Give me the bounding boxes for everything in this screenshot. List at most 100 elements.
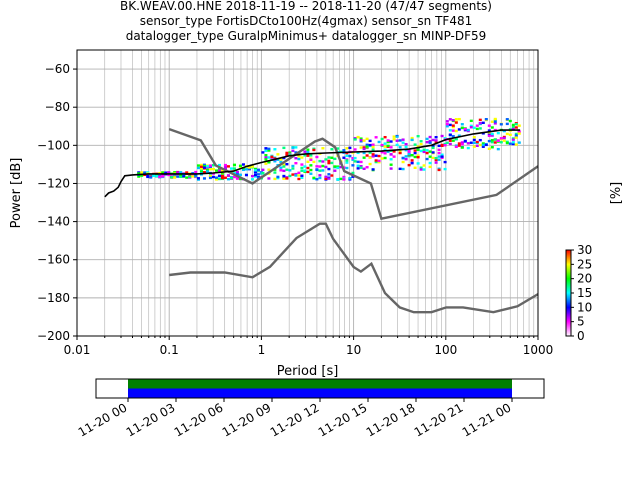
density-cell [324,165,328,169]
density-cell [232,167,236,170]
density-cell [437,148,441,152]
density-cell [404,157,408,161]
density-cell [451,119,455,122]
density-cell [499,137,503,140]
density-cell [300,176,304,179]
density-cell [368,156,372,159]
density-cell [359,165,363,168]
density-cell [365,166,369,169]
density-cell [490,126,494,129]
density-cell [253,167,257,171]
density-cell [196,166,200,170]
density-cell [448,118,452,121]
density-cell [276,158,280,161]
density-cell [380,143,384,147]
density-cell [502,136,506,140]
density-cell [454,137,458,141]
density-cell [253,173,257,177]
density-cell [362,139,366,142]
density-cell [185,176,189,179]
density-cell [351,171,355,175]
density-cell [428,150,432,153]
density-cell [431,138,435,142]
density-cell [312,176,316,180]
density-cell [342,149,346,152]
density-cell [303,150,307,153]
x-axis: 0.01 0.1 1 10 100 1000 [64,336,553,357]
density-cell [294,161,298,165]
density-cell [374,160,378,164]
density-cell [223,167,227,170]
density-cell [182,174,186,178]
coverage-tick-label: 11-20 15 [316,400,370,439]
density-cell [478,121,482,125]
density-cell [386,139,390,142]
density-cell [152,174,156,178]
density-cell [297,157,301,161]
density-cell [351,158,355,161]
density-cell [270,155,274,158]
y-tick-label: −140 [37,215,70,229]
density-cell [250,174,254,178]
density-cell [279,169,283,172]
density-cell [445,141,449,144]
density-cell [170,173,174,177]
density-cell [342,178,346,181]
ppsd-plot: 0.01 0.1 1 10 100 1000 −60 −80 −100 −120 −140 −160… [9,49,553,379]
density-cell [359,146,363,149]
x-tick-label: 10 [346,343,361,357]
density-cell [300,163,304,166]
density-cell [205,170,209,173]
density-cell [434,158,438,162]
density-cell [285,163,289,166]
density-cell [196,178,200,181]
density-cell [250,165,254,168]
density-cell [261,151,265,154]
density-cell [264,158,268,161]
density-cell [285,168,289,171]
x-tick-label: 1 [258,343,266,357]
density-cell [505,140,509,144]
density-cell [404,145,408,149]
density-cell [365,143,369,147]
density-cell [416,156,420,159]
density-cell [460,143,464,146]
density-cell [241,163,245,166]
density-cell [481,121,485,125]
density-cell [478,118,482,122]
density-cell [256,168,260,172]
density-cell [232,163,236,167]
density-cell [208,165,212,169]
density-cell [511,141,515,144]
density-cell [505,118,509,121]
density-cell [238,177,242,181]
density-cell [443,144,447,147]
density-cell [359,138,363,142]
density-cell [294,157,298,160]
density-cell [457,144,461,147]
density-cell [205,165,209,168]
density-cell [158,175,162,179]
density-cell [241,168,245,172]
density-cell [460,126,464,130]
density-cell [214,176,218,179]
density-cell [457,128,461,131]
density-cell [448,142,452,146]
density-cell [179,171,183,174]
density-cell [359,160,363,164]
x-tick-label: 0.1 [160,343,179,357]
density-cell [413,149,417,152]
density-cell [457,117,461,121]
density-cell [318,174,322,177]
density-cell [398,139,402,142]
colorbar-tick-label: 25 [577,257,592,271]
y-tick-label: −120 [37,176,70,190]
density-cell [392,135,396,138]
density-cell [460,123,464,126]
density-cell [273,148,277,151]
density-cell [407,149,411,152]
density-cell [196,164,200,167]
density-cell [253,175,257,178]
density-cell [235,170,239,174]
density-cell [327,173,331,176]
